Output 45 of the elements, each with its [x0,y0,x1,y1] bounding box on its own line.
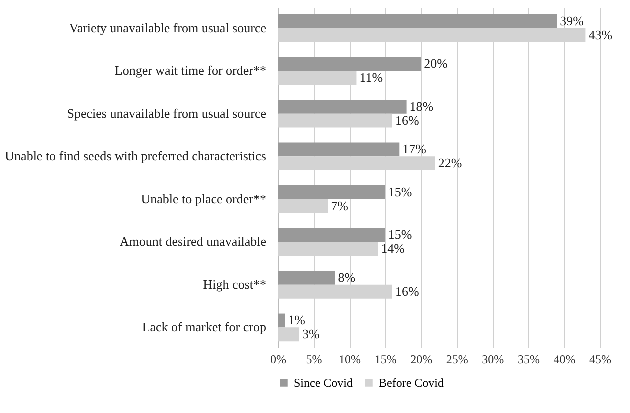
data-label: 1% [288,312,306,328]
data-label: 17% [402,142,427,157]
legend-label: Before Covid [379,376,444,390]
y-tick-label: Unable to place order** [141,191,266,206]
bar [278,314,286,328]
x-tick-label: 15% [374,352,397,366]
x-tick-label: 45% [590,352,612,366]
y-tick-label: Amount desired unavailable [120,234,267,250]
x-tick-label: 20% [410,352,433,366]
x-tick-label: 35% [518,352,540,366]
y-tick-label: Unable to find seeds with preferred characteristics [5,148,266,164]
data-label: 3% [302,326,320,342]
data-label: 16% [395,284,420,299]
bar [278,14,558,28]
bar [278,57,422,72]
data-label: 22% [438,156,462,171]
bar [278,271,336,285]
x-tick-label: 0% [270,352,286,366]
data-label: 39% [560,13,584,28]
bar [278,228,386,242]
x-tick-label: 5% [306,352,322,366]
bar [278,100,407,114]
y-tick-label: Longer wait time for order** [114,63,266,78]
data-label: 20% [424,56,448,72]
x-tick-label: 30% [482,352,504,366]
data-label: 11% [360,70,384,86]
data-label: 15% [388,184,412,200]
bar [278,142,400,157]
y-tick-label: Species unavailable from usual source [67,106,267,121]
bar [278,328,300,342]
legend-label: Since Covid [294,376,353,390]
y-tick-label: High cost** [203,276,266,292]
data-label: 18% [410,98,434,114]
data-label: 16% [395,112,420,128]
x-tick-label: 25% [446,352,468,366]
data-label: 43% [588,27,613,42]
y-tick-label: Lack of market for crop [142,320,266,335]
x-tick-label: 10% [339,352,362,366]
y-tick-label: Variety unavailable from usual source [69,20,267,36]
data-label: 7% [331,198,349,214]
data-label: 8% [338,270,356,285]
data-label: 14% [381,241,406,256]
x-tick-label: 40% [554,352,576,366]
bar [278,185,386,200]
data-label: 15% [388,227,412,242]
